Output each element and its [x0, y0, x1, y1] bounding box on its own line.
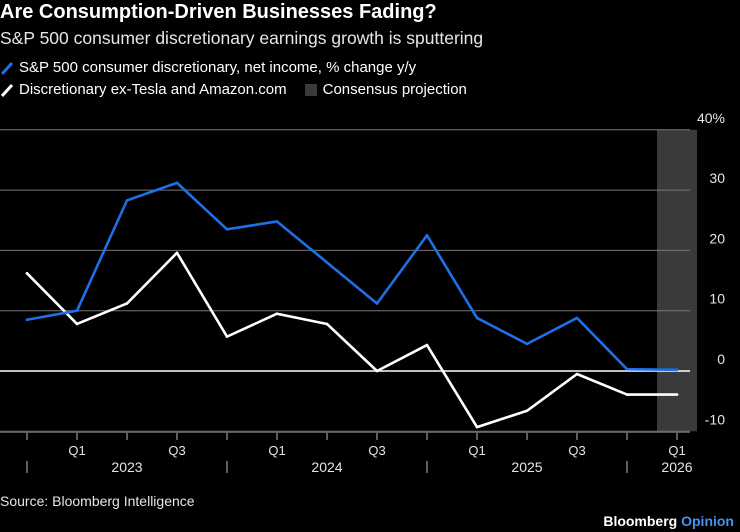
data-point-sp500 [525, 342, 529, 346]
series-line-sp500 [25, 181, 679, 372]
data-point-sp500 [475, 316, 479, 320]
year-label: 2023 [111, 459, 142, 475]
y-tick-label: 20 [709, 230, 725, 246]
brand-name: Bloomberg [603, 513, 678, 529]
data-point-ex-tesla-amazon [375, 369, 379, 373]
data-point-ex-tesla-amazon [175, 251, 179, 255]
legend-row-2: Discretionary ex-Tesla and Amazon.com Co… [0, 81, 467, 98]
legend-row-1: S&P 500 consumer discretionary, net inco… [0, 59, 416, 76]
series-line-ex-tesla-amazon [25, 251, 679, 429]
data-point-ex-tesla-amazon [675, 393, 679, 396]
brand-suffix: Opinion [681, 513, 734, 529]
data-point-ex-tesla-amazon [425, 343, 429, 347]
legend-item-consensus: Consensus projection [322, 81, 467, 98]
data-point-ex-tesla-amazon [525, 409, 529, 413]
data-point-sp500 [125, 199, 129, 202]
chart-title: Are Consumption-Driven Businesses Fading… [0, 1, 437, 23]
y-tick-label: -10 [705, 411, 725, 427]
data-point-ex-tesla-amazon [125, 302, 129, 305]
x-tick-label: Q1 [268, 443, 285, 458]
data-point-sp500 [425, 234, 429, 237]
data-point-ex-tesla-amazon [625, 393, 629, 396]
data-point-sp500 [275, 220, 279, 223]
legend-gray-box-icon [304, 83, 317, 96]
data-point-ex-tesla-amazon [325, 322, 329, 326]
year-label: 2024 [311, 459, 342, 475]
data-point-sp500 [25, 318, 29, 322]
data-point-ex-tesla-amazon [275, 312, 279, 316]
x-tick-label: Q1 [68, 443, 85, 458]
data-point-ex-tesla-amazon [575, 372, 579, 376]
chart-subtitle: S&P 500 consumer discretionary earnings … [0, 28, 484, 48]
y-tick-label: 10 [709, 291, 725, 307]
data-point-sp500 [375, 302, 379, 305]
consensus-projection-band [657, 129, 697, 432]
y-tick-label: 30 [709, 170, 725, 186]
x-tick-label: Q1 [668, 443, 685, 458]
source-note: Source: Bloomberg Intelligence [0, 493, 195, 509]
data-point-sp500 [675, 368, 679, 372]
data-point-ex-tesla-amazon [475, 425, 479, 429]
x-tick-label: Q3 [168, 443, 185, 458]
legend-item-ex-tesla-amazon: Discretionary ex-Tesla and Amazon.com [19, 81, 287, 98]
legend-white-line-icon [0, 83, 14, 97]
x-tick-label: Q3 [368, 443, 385, 458]
data-point-ex-tesla-amazon [225, 335, 229, 338]
x-tick-label: Q3 [568, 443, 585, 458]
bloomberg-opinion-logo: Bloomberg Opinion [603, 513, 734, 529]
legend-blue-line-icon [0, 61, 14, 75]
data-point-ex-tesla-amazon [75, 322, 79, 326]
year-label: 2026 [661, 459, 692, 475]
data-point-sp500 [75, 309, 79, 313]
y-tick-label: 40% [697, 110, 725, 126]
data-point-sp500 [625, 367, 629, 371]
data-point-sp500 [325, 261, 329, 264]
year-label: 2025 [511, 459, 542, 475]
x-tick-label: Q1 [468, 443, 485, 458]
data-point-sp500 [575, 316, 579, 320]
data-point-sp500 [225, 227, 229, 231]
y-tick-label: 0 [717, 351, 725, 367]
data-point-sp500 [175, 181, 179, 185]
legend-item-sp500: S&P 500 consumer discretionary, net inco… [19, 59, 417, 76]
data-point-ex-tesla-amazon [25, 272, 29, 275]
